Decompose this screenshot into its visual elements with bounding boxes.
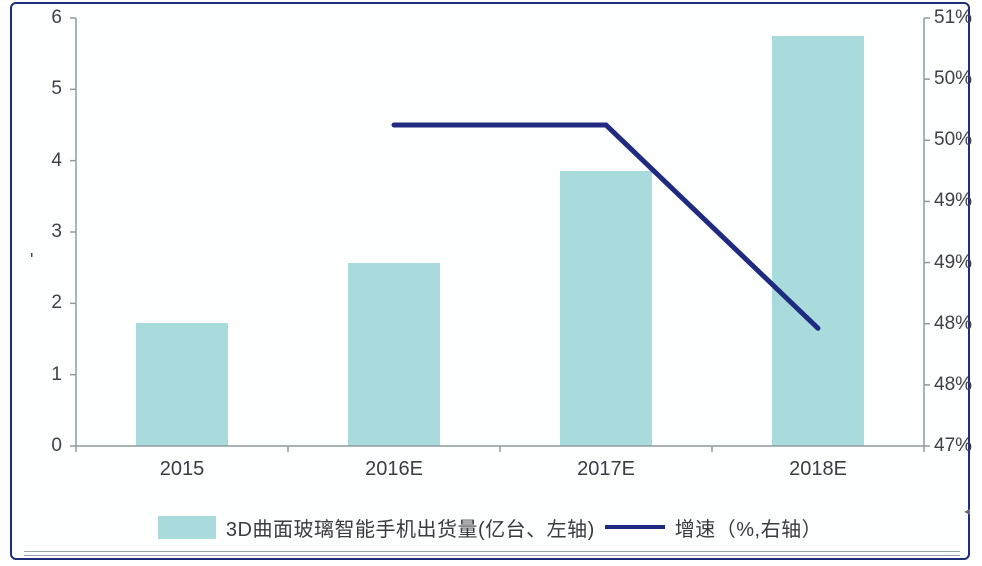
right-axis-tick-label: 49% <box>934 252 972 274</box>
category-label: 2017E <box>577 458 635 481</box>
right-axis-tick-label: 51% <box>934 7 972 29</box>
right-axis-tick-label: 50% <box>934 129 972 151</box>
left-axis-tick-label: 6 <box>51 7 62 29</box>
plot-area <box>76 18 924 446</box>
bar <box>560 171 652 446</box>
right-axis-tick-label: 49% <box>934 190 972 212</box>
decorative-tick-mark: ' <box>30 250 33 271</box>
left-axis-tick-label: 1 <box>51 364 62 386</box>
left-axis-tick-label: 2 <box>51 292 62 314</box>
legend-bar-label: 3D曲面玻璃智能手机出货量(亿台、左轴) <box>226 513 595 542</box>
category-label: 2015 <box>160 458 205 481</box>
legend-line-label: 增速（%,右轴） <box>675 513 822 542</box>
bar <box>772 36 864 446</box>
chart-frame: 3D曲面玻璃智能手机出货量(亿台、左轴) 增速（%,右轴） ' ◂ 012345… <box>10 2 970 560</box>
legend-separator-bottom <box>24 555 960 556</box>
left-axis-tick-label: 4 <box>51 150 62 172</box>
legend-line-swatch <box>605 525 665 529</box>
right-axis-tick-label: 50% <box>934 68 972 90</box>
left-axis-tick-label: 5 <box>51 78 62 100</box>
bar <box>136 323 228 446</box>
legend: 3D曲面玻璃智能手机出货量(亿台、左轴) 增速（%,右轴） <box>12 510 968 544</box>
category-label: 2018E <box>789 458 847 481</box>
caret-right-icon: ◂ <box>964 504 974 514</box>
right-axis-tick-label: 48% <box>934 374 972 396</box>
legend-bar-swatch <box>158 516 216 539</box>
legend-separator-top <box>24 551 960 552</box>
bar <box>348 263 440 446</box>
right-axis-tick-label: 48% <box>934 313 972 335</box>
left-axis-tick-label: 3 <box>51 221 62 243</box>
category-label: 2016E <box>365 458 423 481</box>
left-axis-tick-label: 0 <box>51 435 62 457</box>
right-axis-tick-label: 47% <box>934 435 972 457</box>
